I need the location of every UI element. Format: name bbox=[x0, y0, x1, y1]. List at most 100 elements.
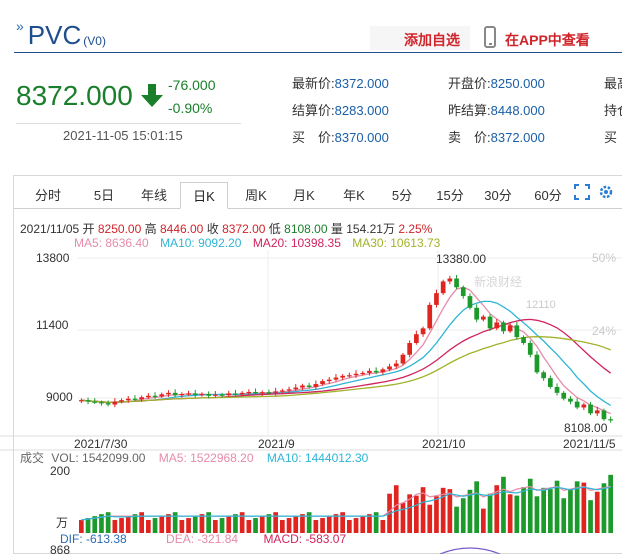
volume-bar bbox=[507, 494, 513, 533]
volume-bar bbox=[554, 480, 560, 533]
volume-bar bbox=[146, 520, 151, 533]
header-divider bbox=[14, 52, 622, 53]
quote-field-bid: 买 价:8370.000 bbox=[292, 130, 389, 145]
volume-bar bbox=[85, 518, 91, 533]
candle-body bbox=[139, 397, 144, 400]
volume-bar bbox=[588, 500, 593, 533]
candle-body bbox=[146, 395, 151, 398]
volume-bar bbox=[99, 514, 104, 533]
volume-bar bbox=[186, 518, 191, 533]
last-price: 8372.000 bbox=[16, 80, 133, 111]
fullscreen-icon[interactable] bbox=[574, 184, 590, 200]
quote-field-oi-truncated: 持仓 bbox=[604, 103, 622, 118]
volume-bar bbox=[367, 514, 372, 533]
candle-body bbox=[313, 384, 319, 387]
add-watchlist-button[interactable]: 添加自选 bbox=[404, 32, 460, 48]
candle-body bbox=[233, 393, 238, 395]
candle-body bbox=[447, 278, 453, 282]
volume-bar bbox=[326, 516, 332, 533]
ma30-label: MA30: 10613.73 bbox=[352, 236, 441, 250]
volume-bar bbox=[179, 520, 185, 533]
volume-bar bbox=[481, 508, 486, 533]
candle-body bbox=[273, 391, 278, 393]
volume-bar bbox=[454, 506, 459, 533]
candle-body bbox=[326, 379, 332, 382]
candle-body bbox=[527, 343, 533, 355]
candle-body bbox=[119, 400, 124, 402]
low-mark-label: 8108.00 bbox=[564, 421, 608, 435]
tab-5day[interactable]: 5日 bbox=[93, 188, 115, 203]
tab-daily-k[interactable]: 日K bbox=[180, 182, 228, 209]
tab-60min[interactable]: 60分 bbox=[534, 188, 562, 203]
x-tick-09: 2021/9 bbox=[258, 437, 295, 451]
candle-body bbox=[353, 373, 359, 376]
volume-bar bbox=[132, 514, 138, 533]
candle-body bbox=[266, 392, 272, 394]
high-mark-label: 13380.00 bbox=[436, 252, 486, 266]
volume-bar bbox=[333, 514, 339, 533]
watermark: 新浪财经 bbox=[474, 274, 522, 289]
candle-body bbox=[561, 392, 567, 399]
volume-bar bbox=[501, 476, 506, 533]
volume-bar bbox=[581, 482, 587, 533]
volume-bar bbox=[199, 514, 205, 533]
y-tick-13800: 13800 bbox=[36, 251, 70, 265]
tab-intraday[interactable]: 分时 bbox=[34, 188, 61, 203]
ma5-label: MA5: 8636.40 bbox=[74, 236, 149, 250]
period-tabs: 分时 5日 年线 日K 周K 月K 年K 5分 15分 30分 60分 bbox=[14, 182, 622, 209]
volume-bar bbox=[474, 481, 479, 533]
price-change-pct: -0.90% bbox=[168, 100, 213, 116]
volume-bar bbox=[219, 518, 225, 533]
candle-body bbox=[474, 307, 479, 320]
candle-body bbox=[541, 372, 546, 379]
volume-bar bbox=[233, 514, 238, 533]
gear-icon[interactable] bbox=[598, 184, 614, 200]
candle-body bbox=[534, 354, 540, 373]
volume-bar bbox=[172, 512, 178, 533]
volume-bar bbox=[206, 512, 211, 533]
candle-body bbox=[172, 392, 178, 396]
tab-weekly-k[interactable]: 周K bbox=[245, 188, 267, 203]
volume-bar bbox=[79, 520, 84, 533]
down-arrow-icon bbox=[141, 84, 163, 107]
volume-bar bbox=[340, 512, 345, 533]
candle-body bbox=[259, 392, 265, 394]
tab-30min[interactable]: 30分 bbox=[484, 188, 512, 203]
candle-body bbox=[393, 363, 399, 367]
candle-body bbox=[380, 369, 386, 373]
tab-yearline[interactable]: 年线 bbox=[140, 188, 167, 203]
view-in-app-button[interactable]: 在APP中查看 bbox=[505, 32, 590, 48]
chevron-right-icon: » bbox=[16, 18, 24, 34]
candle-body bbox=[293, 387, 299, 390]
candle-body bbox=[367, 370, 372, 373]
volume-bar bbox=[300, 514, 305, 533]
volume-bar bbox=[360, 516, 366, 533]
volume-bar bbox=[521, 487, 526, 533]
tab-5min[interactable]: 5分 bbox=[391, 188, 413, 203]
candle-body bbox=[286, 389, 292, 391]
tab-15min[interactable]: 15分 bbox=[436, 188, 464, 203]
candle-body bbox=[548, 378, 553, 387]
candle-body bbox=[568, 398, 573, 402]
kline-chart[interactable]: 50% 24% 新浪财经 12110 13800 11400 9000 1338… bbox=[0, 250, 622, 554]
volume-ma-line bbox=[81, 486, 611, 521]
candle-body bbox=[460, 287, 466, 297]
candle-body bbox=[467, 296, 473, 308]
volume-bar bbox=[253, 518, 258, 533]
tab-yearly-k[interactable]: 年K bbox=[343, 188, 365, 203]
candle-body bbox=[159, 394, 165, 397]
candle-body bbox=[300, 385, 305, 388]
candle-body bbox=[414, 334, 419, 343]
volume-bar bbox=[347, 520, 352, 533]
volume-legend: 成交 VOL: 1542099.00 MA5: 1522968.20 MA10:… bbox=[20, 451, 369, 465]
candle-body bbox=[347, 375, 352, 377]
candle-body bbox=[199, 394, 205, 396]
candle-body bbox=[99, 402, 104, 404]
candle-body bbox=[487, 316, 493, 329]
tab-monthly-k[interactable]: 月K bbox=[293, 188, 315, 203]
volume-bar bbox=[192, 516, 198, 533]
ma5-line bbox=[81, 286, 611, 415]
candle-body bbox=[454, 278, 459, 288]
volume-bar bbox=[393, 485, 399, 533]
candle-body bbox=[400, 354, 406, 364]
